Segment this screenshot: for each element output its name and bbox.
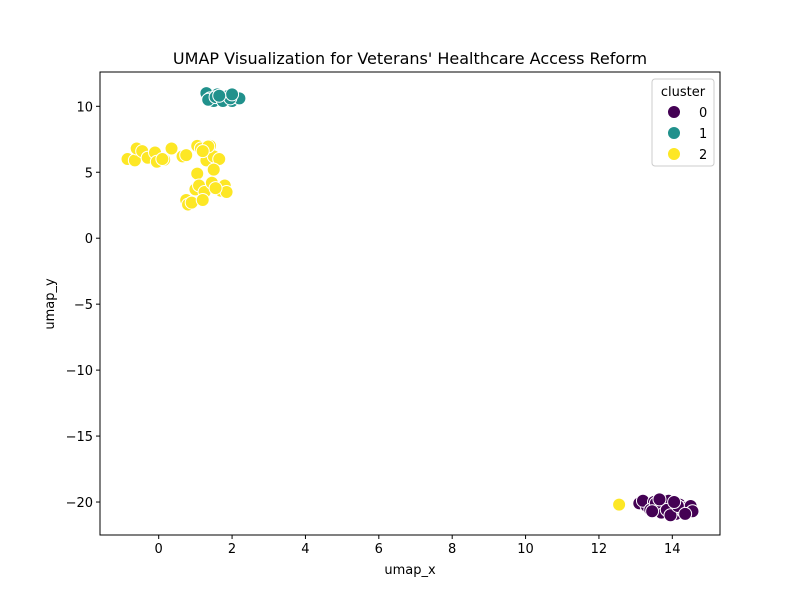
- point-cluster-2-8: [155, 152, 170, 167]
- legend-marker-2: [667, 147, 681, 161]
- x-tick-label: 0: [155, 542, 163, 557]
- y-tick-label: −15: [66, 430, 93, 445]
- plot-frame: [99, 71, 721, 536]
- x-tick-label: 8: [448, 542, 456, 557]
- series-1: [199, 86, 247, 109]
- point-cluster-2-20: [190, 166, 205, 181]
- x-tick-label: 4: [301, 542, 309, 557]
- series-0: [632, 492, 700, 523]
- y-axis-label: umap_y: [43, 278, 58, 330]
- legend-box: [651, 78, 715, 167]
- y-tick-label: −20: [66, 496, 93, 511]
- x-tick-label: 14: [664, 542, 681, 557]
- point-cluster-0-18: [663, 508, 678, 523]
- point-cluster-2-19: [195, 144, 210, 159]
- legend-title: cluster: [661, 85, 706, 100]
- legend-marker-1: [667, 126, 681, 140]
- x-tick-label: 6: [375, 542, 383, 557]
- point-cluster-0-22: [652, 492, 667, 507]
- point-cluster-0-23: [667, 495, 682, 510]
- point-cluster-2-21: [206, 162, 221, 177]
- points-layer: [120, 86, 700, 523]
- legend-marker-0: [667, 105, 681, 119]
- point-cluster-2-34: [612, 497, 627, 512]
- legend-label-2: 2: [699, 148, 707, 163]
- x-tick-label: 2: [228, 542, 236, 557]
- point-cluster-2-29: [208, 181, 223, 196]
- y-tick-label: 5: [85, 166, 93, 181]
- x-axis-label: umap_x: [384, 563, 436, 578]
- point-cluster-0-21: [678, 506, 693, 521]
- x-tick-label: 12: [591, 542, 608, 557]
- point-cluster-1-15: [212, 88, 227, 103]
- y-tick-label: −10: [66, 364, 93, 379]
- point-cluster-2-11: [179, 148, 194, 163]
- y-tick-label: 10: [76, 100, 93, 115]
- point-cluster-0-20: [645, 504, 660, 519]
- point-cluster-2-33: [195, 192, 210, 207]
- chart-title: UMAP Visualization for Veterans' Healthc…: [173, 49, 647, 68]
- series-2: [120, 138, 627, 512]
- point-cluster-2-9: [164, 141, 179, 156]
- legend-label-1: 1: [699, 127, 707, 142]
- legend: cluster 0 1 2: [651, 78, 715, 167]
- y-tick-label: −5: [74, 298, 93, 313]
- point-cluster-1-14: [225, 87, 240, 102]
- legend-label-0: 0: [699, 106, 707, 121]
- y-tick-label: 0: [85, 232, 93, 247]
- x-tick-label: 10: [517, 542, 534, 557]
